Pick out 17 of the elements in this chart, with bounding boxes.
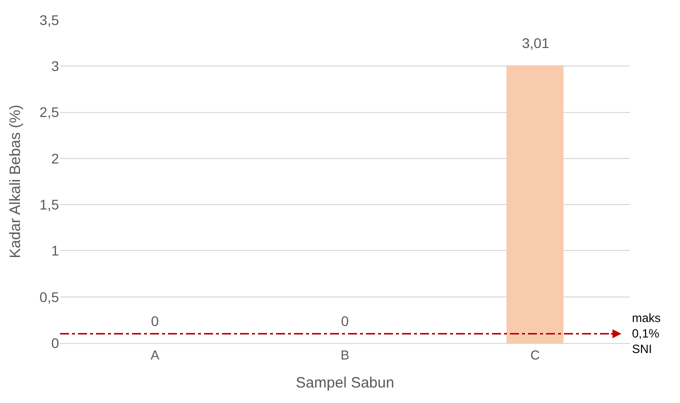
- x-tick-label: A: [150, 348, 160, 363]
- y-tick-label: 2,5: [40, 104, 60, 120]
- y-tick-label: 1: [51, 242, 60, 259]
- y-tick-label: 3: [51, 58, 60, 74]
- data-label: 0: [341, 313, 349, 329]
- y-tick-label: 2: [51, 150, 60, 166]
- x-tick-label: B: [340, 348, 350, 363]
- y-tick-label: 1,5: [40, 196, 60, 212]
- y-tick-label: 0: [51, 334, 60, 351]
- y-tick-label: 0,5: [40, 288, 60, 305]
- x-axis-title: Sampel Sabun: [296, 374, 394, 392]
- data-label: 3,01: [522, 35, 550, 51]
- x-tick-label: C: [530, 348, 540, 363]
- data-label: 0: [151, 313, 159, 329]
- ref-line-label: maks 0,1% SNI: [632, 311, 661, 356]
- y-tick-label: 3,5: [40, 12, 60, 28]
- y-axis-title: Kadar Alkali Bebas (%): [6, 104, 24, 258]
